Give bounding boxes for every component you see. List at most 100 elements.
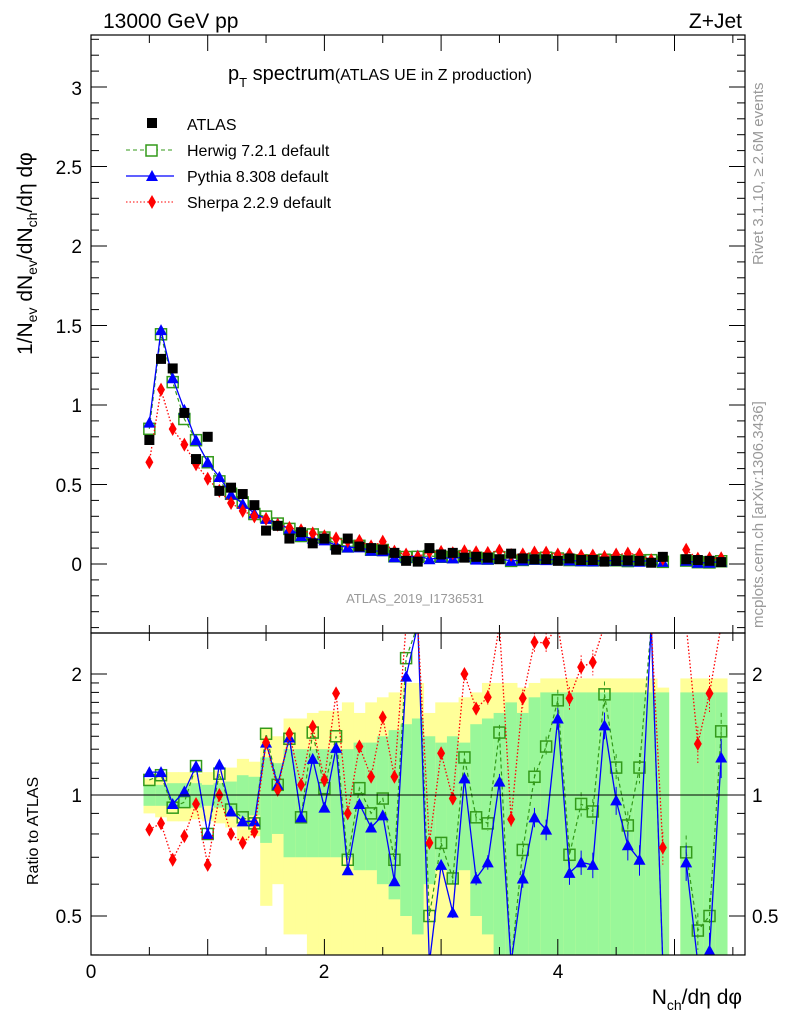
band-inner-bin: [575, 692, 588, 955]
pythia-ratio-point: [330, 741, 343, 753]
atlas-data-point: [541, 554, 552, 565]
pythia-ratio-point: [248, 815, 261, 827]
herwig-ratio-point: [551, 694, 565, 707]
ratio-tick-label-left: 0.5: [56, 907, 82, 928]
pythia-ratio-point: [481, 856, 494, 868]
pythia-ratio-point: [516, 872, 529, 884]
sherpa-ratio-point: [577, 660, 586, 675]
atlas-data-point: [401, 555, 412, 566]
xlabel-sub: ch: [667, 997, 682, 1013]
band-inner-bin: [692, 692, 705, 955]
sherpa-ratio-point: [168, 852, 177, 867]
pythia-ratio-point: [540, 823, 553, 835]
pythia-ratio-point: [341, 864, 354, 876]
atlas-data-point: [471, 551, 482, 562]
herwig-ratio-point: [329, 730, 343, 743]
atlas-data-point: [191, 454, 202, 465]
sherpa-ratio-point: [203, 857, 212, 872]
y-tick-labels: 0 0.5 1 1.5 2 2.5 3: [56, 79, 82, 576]
atlas-data-point: [716, 557, 727, 568]
sherpa-ratio-point: [425, 835, 434, 850]
atlas-data-point: [377, 544, 388, 555]
sherpa-point: [180, 437, 189, 452]
legend-label-herwig: Herwig 7.2.1 default: [187, 143, 330, 160]
watermark: ATLAS_2019_I1736531: [346, 591, 484, 606]
herwig-ratio-point: [399, 651, 413, 665]
sherpa-point: [682, 542, 691, 557]
legend-item-herwig: Herwig 7.2.1 default: [126, 143, 330, 160]
atlas-data-point: [552, 555, 563, 566]
pythia-ratio-point: [190, 760, 203, 772]
sherpa-point: [145, 455, 154, 470]
sherpa-ratio-point: [530, 635, 539, 650]
pythia-ratio-point: [295, 811, 308, 823]
band-inner-bin: [236, 775, 250, 818]
sherpa-ratio-point: [308, 719, 317, 734]
atlas-data-point: [354, 541, 365, 552]
legend-label-pythia: Pythia 8.308 default: [187, 169, 329, 186]
atlas-data-point: [144, 434, 155, 445]
atlas-data-point: [319, 533, 330, 544]
sherpa-point: [495, 543, 504, 558]
atlas-data-point: [307, 538, 318, 549]
sherpa-point: [203, 471, 212, 486]
pythia-ratio-point: [225, 805, 238, 817]
pythia-ratio-point: [703, 944, 716, 955]
atlas-data-point: [389, 547, 400, 558]
sherpa-marker-icon: [148, 195, 156, 209]
legend-item-sherpa: Sherpa 2.2.9 default: [126, 195, 332, 212]
atlas-data-point: [272, 520, 283, 531]
sherpa-ratio-line: [148, 633, 721, 866]
herwig-ratio-point: [691, 924, 705, 937]
pythia-ratio-point: [633, 853, 646, 865]
energy-label: 13000 GeV pp: [103, 10, 238, 33]
band-inner-bin: [306, 749, 320, 858]
ratio-y-axis-label: Ratio to ATLAS: [25, 777, 42, 885]
herwig-ratio-point: [539, 740, 553, 753]
herwig-ratio-point: [714, 725, 728, 738]
pythia-ratio-point: [446, 906, 459, 918]
herwig-ratio-point: [178, 795, 191, 809]
title-p: p: [228, 63, 239, 85]
herwig-ratio-line: [149, 633, 722, 955]
ylabel-sub: ev: [24, 260, 40, 275]
atlas-data-point: [412, 556, 423, 567]
atlas-data-point: [704, 555, 715, 566]
y-axis-label: 1/Nev dNev/dNch/dη dφ: [14, 152, 40, 355]
pythia-ratio-point: [563, 866, 576, 878]
sherpa-ratio-point: [518, 691, 527, 706]
atlas-data-point: [249, 500, 260, 511]
atlas-data-point: [167, 363, 178, 374]
atlas-data-point: [214, 485, 225, 496]
sherpa-ratio-point: [472, 701, 481, 716]
pythia-ratio-point: [551, 712, 564, 724]
atlas-data-point: [284, 533, 295, 544]
sherpa-point: [227, 495, 236, 510]
herwig-ratio-point: [703, 909, 716, 923]
herwig-ratio-point: [493, 726, 506, 739]
atlas-data-point: [179, 407, 190, 418]
atlas-data-point: [576, 555, 587, 566]
sherpa-ratio-point: [320, 772, 329, 787]
band-inner-bin: [563, 692, 576, 955]
herwig-ratio-point: [376, 792, 389, 805]
sherpa-ratio-point: [192, 796, 201, 811]
pythia-ratio-point: [376, 809, 389, 821]
pythia-ratio-point: [178, 785, 191, 797]
pythia-ratio-point: [388, 875, 401, 887]
atlas-data-point: [529, 554, 540, 565]
plot-title: pT spectrum(ATLAS UE in Z production): [228, 63, 532, 90]
band-inner-bin: [551, 692, 565, 955]
x-axis-label: Nch/dη dφ: [652, 986, 742, 1013]
ylabel-part: /dN: [14, 227, 37, 260]
pythia-point: [143, 416, 156, 428]
band-inner-bin: [446, 736, 460, 885]
atlas-data-point: [587, 555, 598, 566]
title-sub: T: [239, 75, 247, 90]
legend-label-atlas: ATLAS: [187, 117, 237, 134]
band-inner-bin: [505, 702, 518, 955]
atlas-data-point: [494, 554, 505, 565]
band-inner-bin: [411, 718, 425, 935]
atlas-data-point: [226, 482, 237, 493]
pythia-ratio-point: [353, 797, 366, 809]
